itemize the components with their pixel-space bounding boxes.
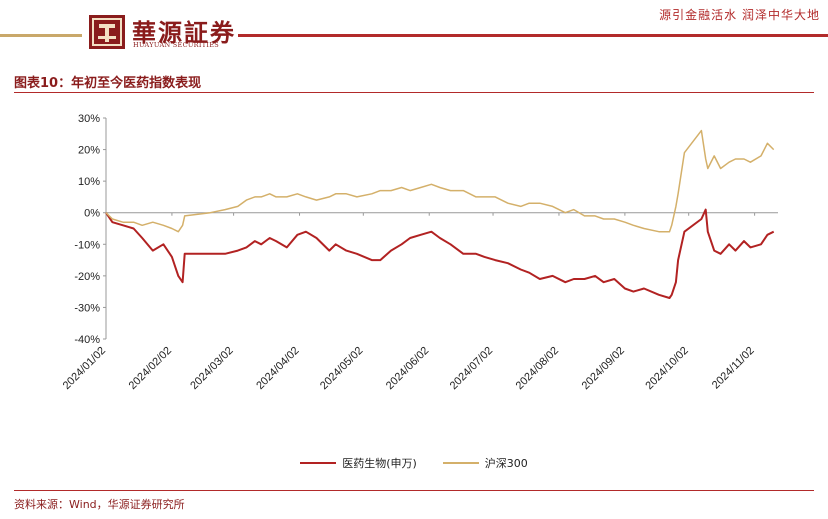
y-tick-label: 30% (78, 113, 100, 125)
y-tick-label: -30% (74, 302, 100, 314)
slogan: 源引金融活水 润泽中华大地 (659, 8, 820, 22)
x-tick-label: 2024/05/02 (318, 345, 365, 392)
legend-swatch-csi300 (442, 462, 479, 464)
footer-rule (14, 490, 814, 491)
legend-swatch-pharma (300, 462, 337, 464)
source-note: 资料来源：Wind，华源证券研究所 (14, 498, 185, 511)
x-tick-label: 2024/06/02 (384, 345, 431, 392)
title-rule (14, 92, 814, 93)
series-line-0 (105, 208, 775, 299)
legend-label-csi300: 沪深300 (484, 457, 528, 470)
y-tick-label: -20% (74, 271, 100, 283)
series-line-1 (105, 129, 775, 233)
figure-title: 图表10：年初至今医药指数表现 (14, 76, 202, 91)
x-tick-label: 2024/04/02 (254, 345, 301, 392)
header-rule-right (238, 34, 828, 37)
x-tick-label: 2024/03/02 (188, 345, 235, 392)
square-seal-icon (89, 15, 125, 49)
y-tick-label: -40% (74, 334, 100, 346)
x-tick-label: 2024/10/02 (643, 345, 690, 392)
x-tick-label: 2024/09/02 (580, 345, 627, 392)
y-tick-label: 20% (78, 145, 100, 157)
x-tick-label: 2024/11/02 (710, 345, 757, 392)
x-tick-label: 2024/02/02 (127, 345, 174, 392)
y-tick-label: 0% (84, 208, 100, 220)
y-tick-label: -10% (74, 239, 100, 251)
company-name-en: HUAYUAN SECURITIES (133, 41, 220, 49)
x-tick-label: 2024/01/02 (61, 345, 108, 392)
line-chart: -40% -30% -20% -10% 0% 10% 20% 30% 2024/01/02 202… (61, 113, 778, 392)
legend-item-csi300: 沪深300 (442, 455, 528, 471)
header-rule-left (0, 34, 82, 37)
legend-label-pharma: 医药生物(申万) (342, 457, 417, 470)
x-tick-label: 2024/07/02 (448, 345, 495, 392)
chart-legend: 医药生物(申万) 沪深300 (0, 455, 828, 471)
y-tick-label: 10% (78, 176, 100, 188)
legend-item-pharma: 医药生物(申万) (300, 455, 417, 471)
x-tick-label: 2024/08/02 (514, 345, 561, 392)
company-name-cn: 華源証券 (132, 18, 236, 47)
